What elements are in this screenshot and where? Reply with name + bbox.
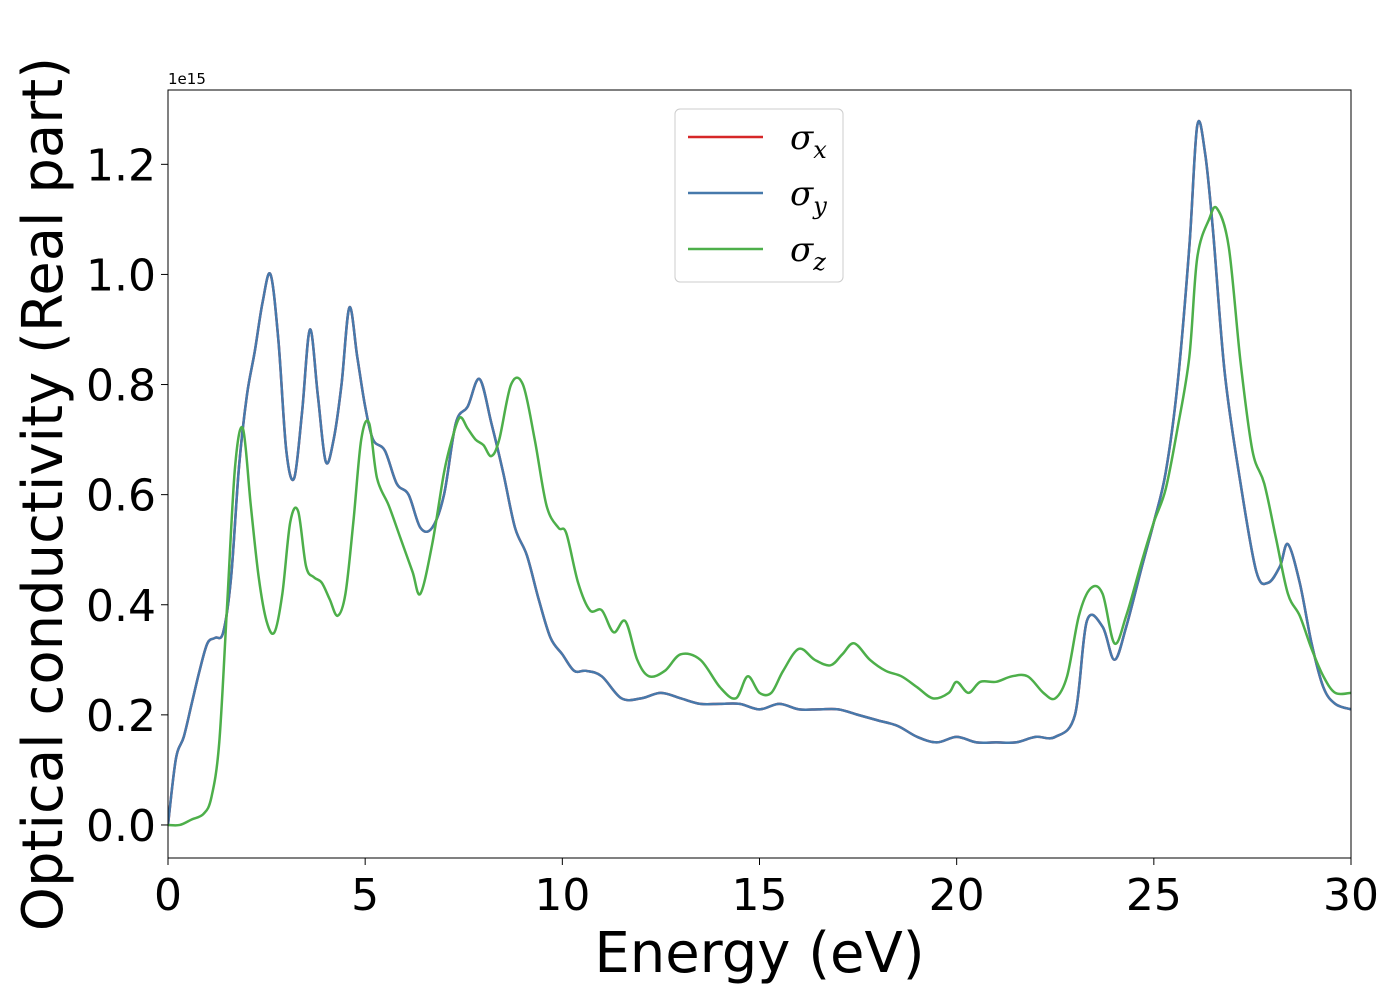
y-tick-label: 0.8 bbox=[86, 361, 156, 412]
legend-frame bbox=[674, 108, 844, 283]
y-tick-label: 1.0 bbox=[86, 250, 156, 301]
legend-label-y: σy bbox=[790, 174, 827, 220]
legend-label-z: σz bbox=[790, 230, 826, 276]
x-tick-label: 25 bbox=[1126, 870, 1182, 921]
axis-ticks: 0 5 10 15 20 25 30 0.0 0.2 0.4 0.6 0.8 1.0 1.2 bbox=[86, 140, 1379, 921]
y-tick-label: 0.6 bbox=[86, 471, 156, 522]
y-tick-label: 0.2 bbox=[86, 691, 156, 742]
y-tick-label: 0.0 bbox=[86, 801, 156, 852]
y-axis-label: Optical conductivity (Real part) bbox=[11, 57, 76, 931]
y-tick-label: 1.2 bbox=[86, 140, 156, 191]
series-lines bbox=[168, 119, 1351, 827]
legend-label-x: σx bbox=[790, 118, 827, 164]
x-tick-label: 30 bbox=[1323, 870, 1379, 921]
x-tick-label: 20 bbox=[929, 870, 985, 921]
series-line-z bbox=[168, 205, 1351, 827]
x-tick-label: 15 bbox=[732, 870, 788, 921]
x-axis-label: Energy (eV) bbox=[594, 921, 924, 986]
y-offset-label: 1e15 bbox=[168, 70, 206, 88]
y-tick-label: 0.4 bbox=[86, 581, 156, 632]
x-tick-label: 5 bbox=[351, 870, 379, 921]
series-line-y bbox=[168, 119, 1351, 826]
legend: σx σy σz bbox=[674, 108, 844, 283]
x-tick-label: 10 bbox=[534, 870, 590, 921]
x-tick-label: 0 bbox=[154, 870, 182, 921]
